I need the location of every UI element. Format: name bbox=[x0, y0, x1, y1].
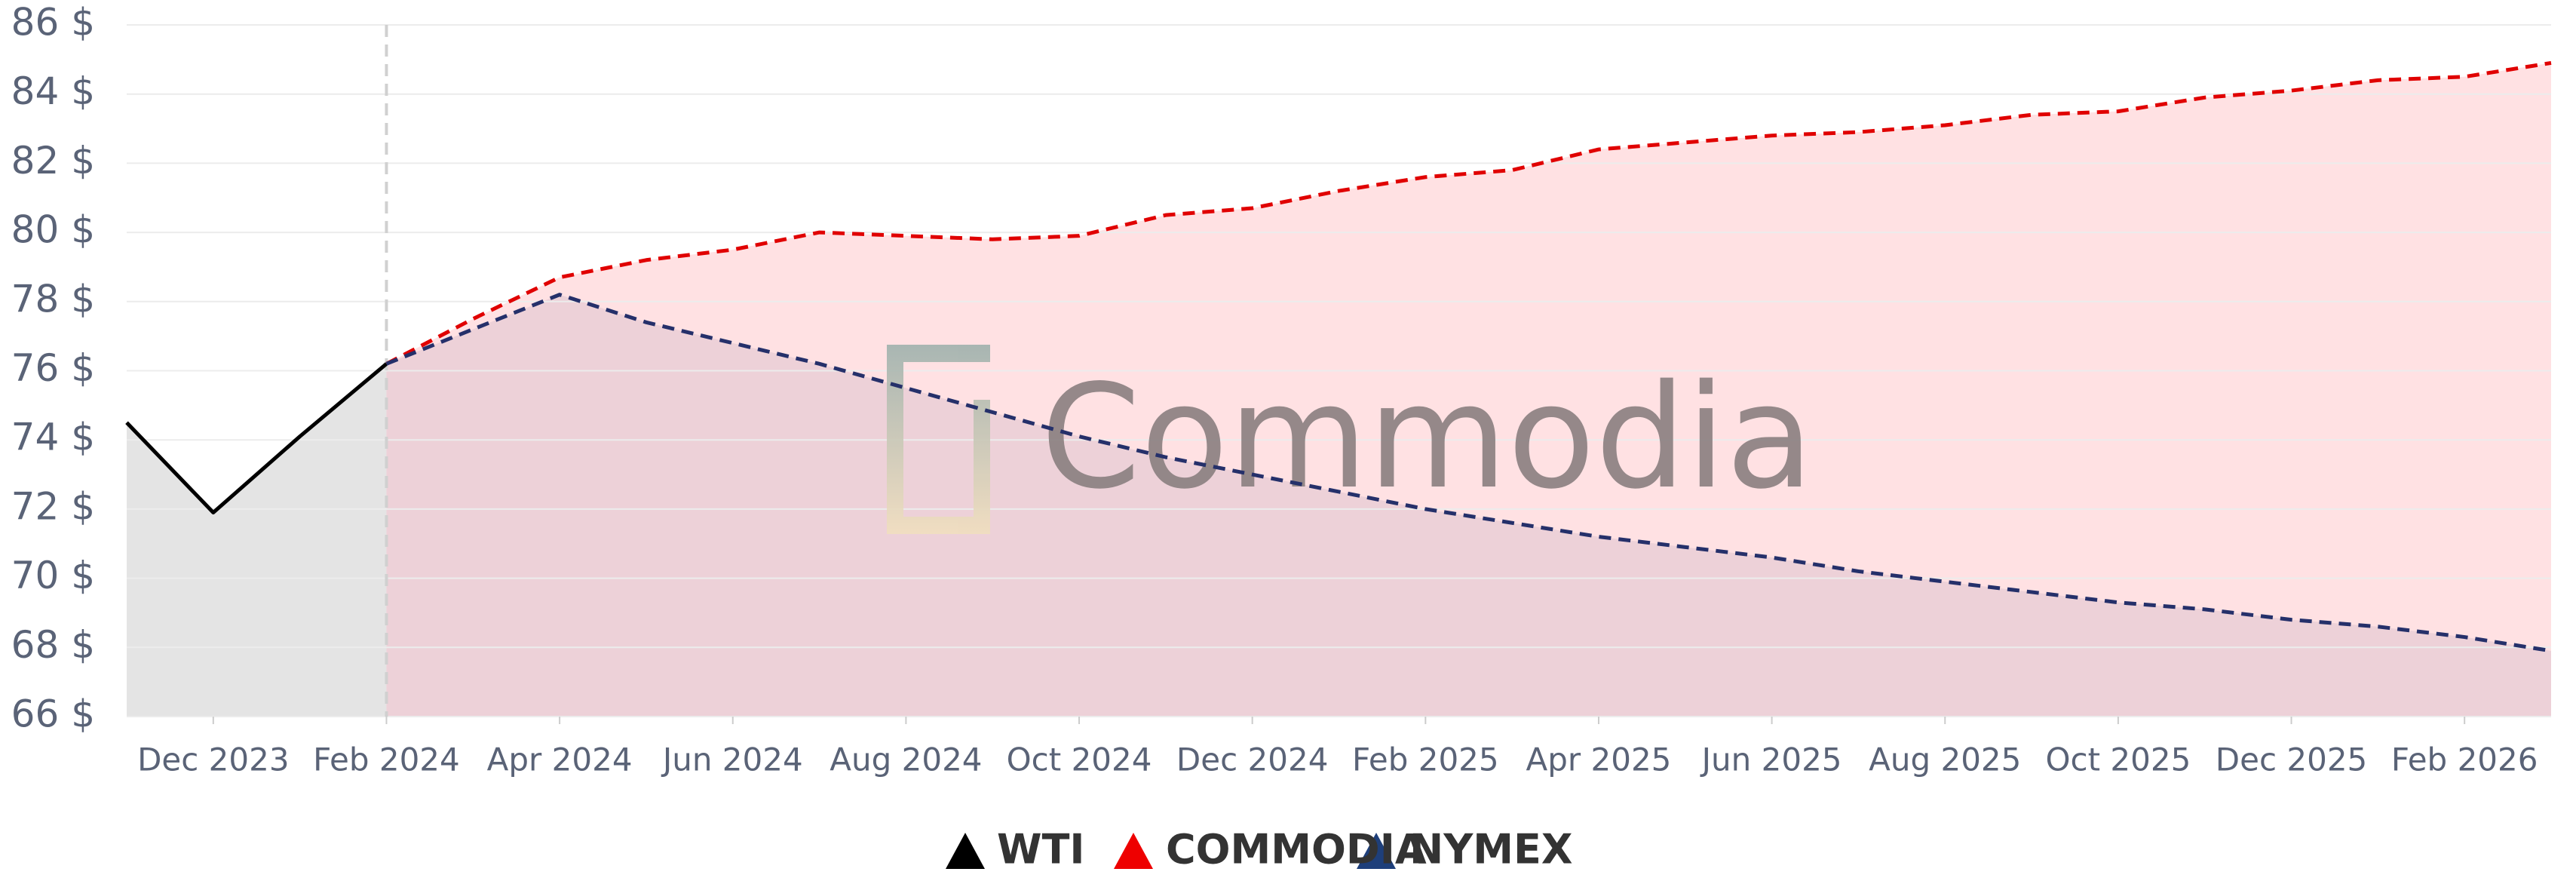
x-tick-label: Dec 2023 bbox=[137, 741, 290, 778]
y-tick-label: 72 $ bbox=[11, 484, 95, 528]
legend-marker bbox=[1114, 833, 1153, 869]
watermark-text: Commodia bbox=[1041, 354, 1814, 520]
area bbox=[127, 364, 387, 717]
y-tick-label: 80 $ bbox=[11, 208, 95, 252]
x-tick-label: Jun 2024 bbox=[661, 741, 803, 778]
area bbox=[386, 294, 2551, 717]
y-tick-label: 70 $ bbox=[11, 554, 95, 597]
line bbox=[125, 362, 388, 514]
x-tick-label: Aug 2024 bbox=[830, 741, 982, 778]
x-tick-label: Feb 2025 bbox=[1352, 741, 1499, 778]
x-tick-label: Oct 2024 bbox=[1007, 741, 1152, 778]
legend-label: COMMODIA bbox=[1166, 826, 1427, 873]
y-tick-label: 76 $ bbox=[11, 346, 95, 390]
labels: 66 $ 68 $ 70 $ 72 $ 74 $ 76 $ 78 $ 80 $ 82 $ 84 $… bbox=[11, 1, 2538, 778]
legend-marker bbox=[1357, 833, 1396, 869]
x-tick-label: Aug 2025 bbox=[1869, 741, 2021, 778]
x-tick-label: Jun 2025 bbox=[1700, 741, 1842, 778]
y-tick-label: 78 $ bbox=[11, 277, 95, 321]
y-tick-label: 66 $ bbox=[11, 692, 95, 736]
watermark: Commodia bbox=[887, 345, 1814, 534]
y-tick-label: 74 $ bbox=[11, 416, 95, 459]
x-tick-label: Apr 2024 bbox=[487, 741, 633, 778]
x-tick-label: Dec 2024 bbox=[1176, 741, 1329, 778]
y-tick-label: 84 $ bbox=[11, 69, 95, 113]
grid bbox=[127, 24, 2551, 724]
x-tick-label: Feb 2024 bbox=[313, 741, 460, 778]
line bbox=[385, 293, 2552, 653]
x-tick-label: Dec 2025 bbox=[2216, 741, 2368, 778]
x-tick-label: Feb 2026 bbox=[2391, 741, 2538, 778]
legend-label: NYMEX bbox=[1409, 826, 1573, 873]
lines bbox=[125, 60, 2552, 653]
area bbox=[386, 63, 2551, 717]
legend-label: WTI bbox=[997, 826, 1085, 873]
y-tick-label: 86 $ bbox=[11, 1, 95, 45]
x-tick-label: Apr 2025 bbox=[1526, 741, 1672, 778]
y-tick-label: 68 $ bbox=[11, 623, 95, 667]
legend-marker bbox=[946, 833, 985, 869]
areas bbox=[127, 63, 2551, 717]
x-tick-label: Oct 2025 bbox=[2045, 741, 2191, 778]
line bbox=[385, 60, 2552, 366]
watermark-icon bbox=[887, 345, 990, 534]
y-tick-label: 82 $ bbox=[11, 139, 95, 183]
